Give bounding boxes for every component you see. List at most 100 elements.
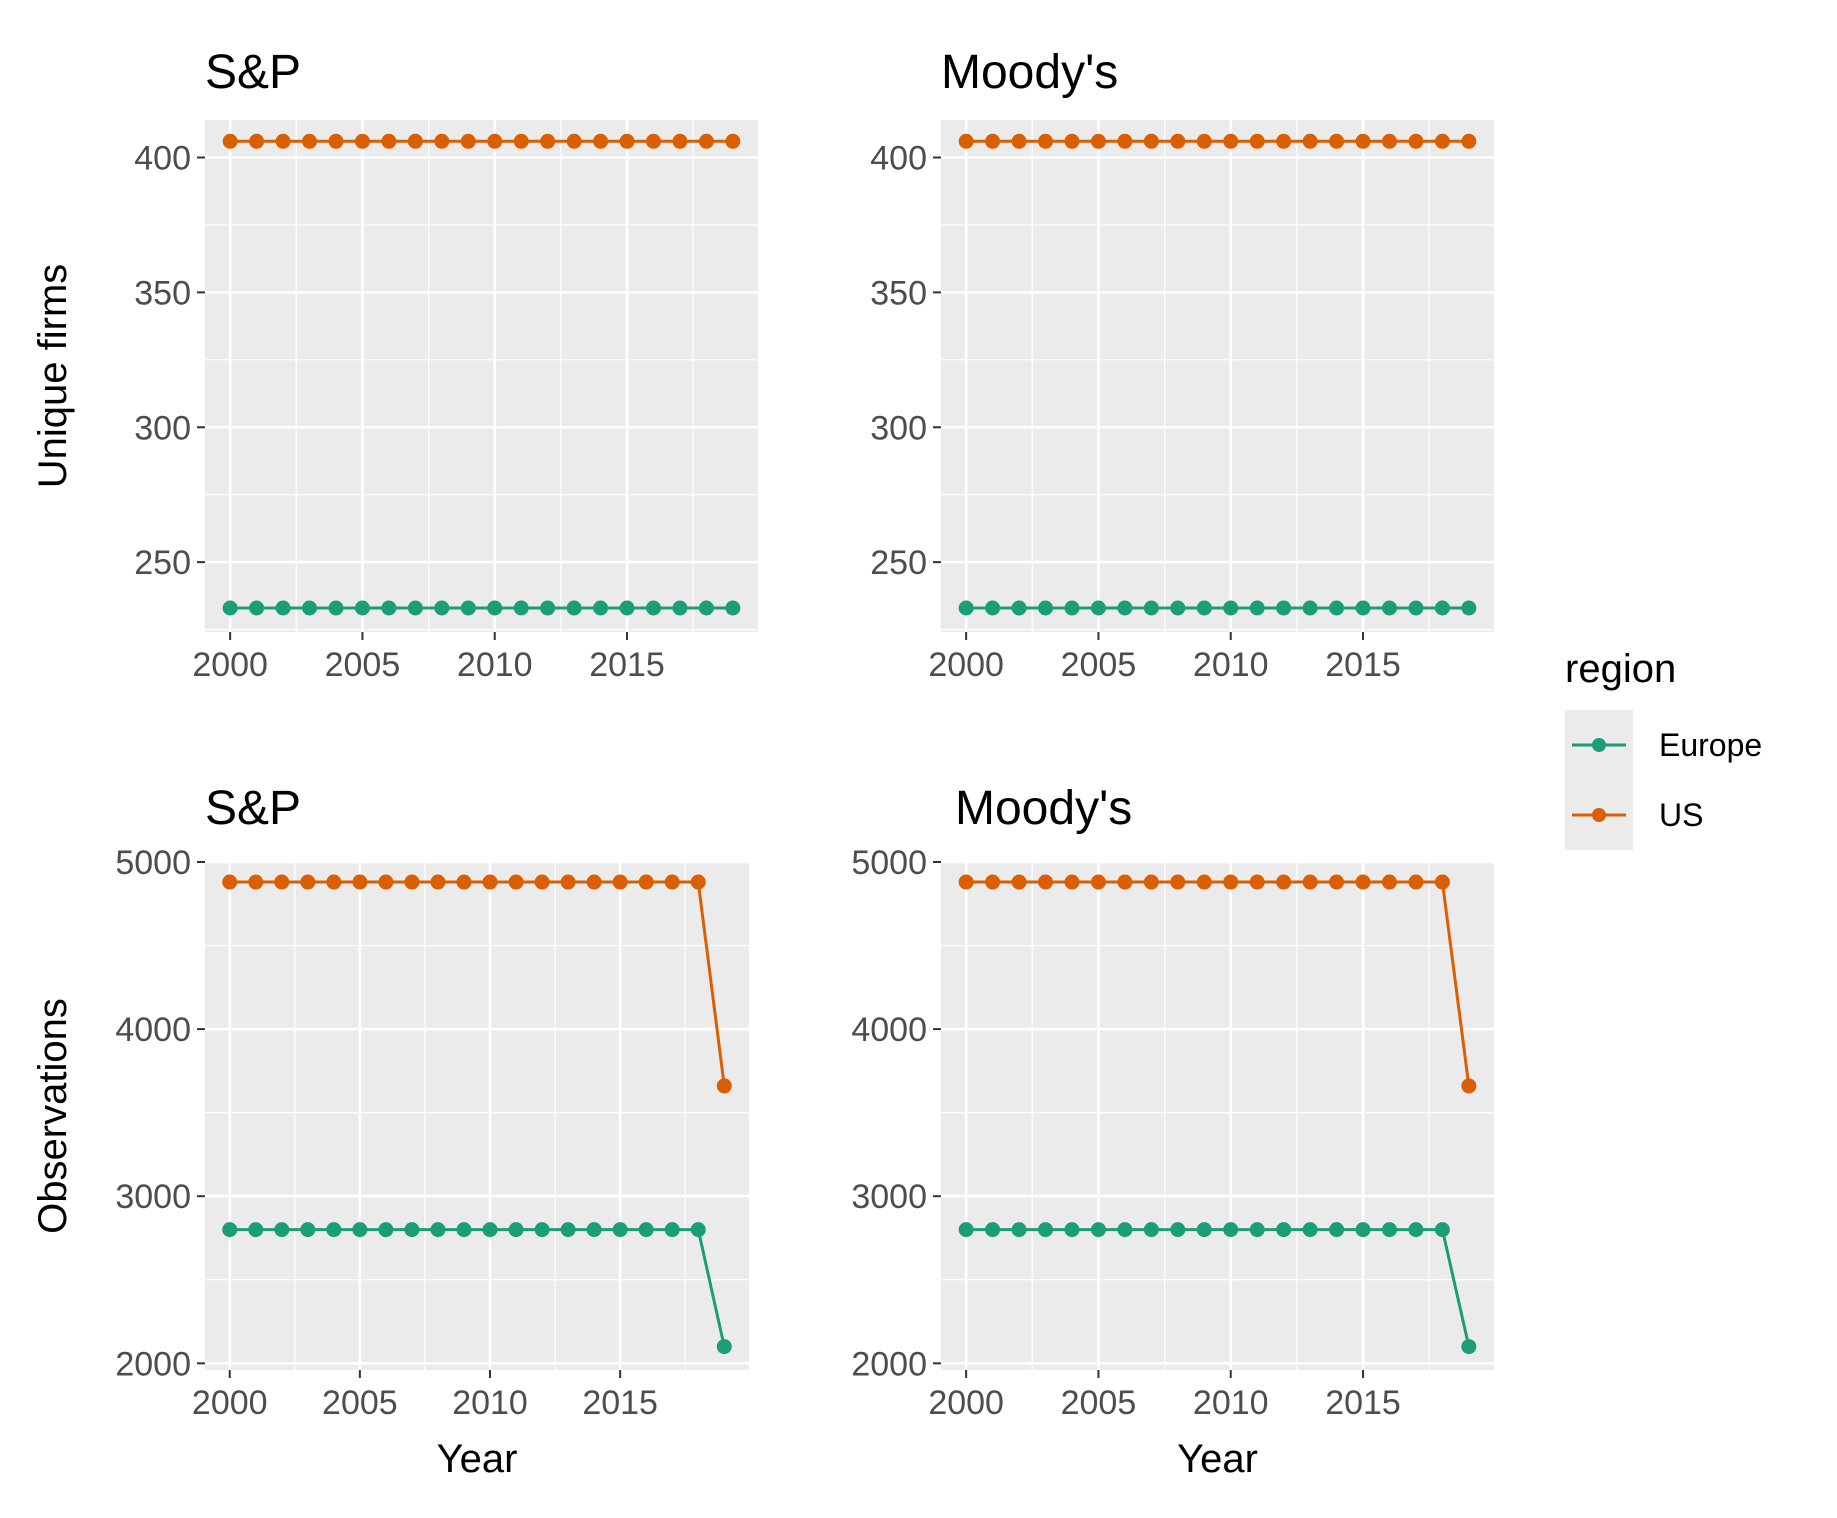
- data-point-us: [381, 133, 397, 149]
- data-point-us: [1170, 133, 1186, 149]
- data-point-us: [1038, 874, 1054, 890]
- data-point-us: [513, 133, 529, 149]
- data-point-us: [1011, 874, 1027, 890]
- data-point-europe: [1355, 600, 1371, 616]
- data-point-europe: [1064, 1222, 1080, 1238]
- data-point-us: [1461, 1078, 1477, 1094]
- x-tick-label: 2005: [322, 1384, 398, 1422]
- data-point-europe: [352, 1222, 368, 1238]
- data-point-us: [1196, 874, 1212, 890]
- y-tick-label: 300: [870, 409, 927, 447]
- x-axis-title: Year: [1177, 1437, 1258, 1481]
- data-point-europe: [1276, 1222, 1292, 1238]
- y-tick-label: 250: [870, 544, 927, 582]
- panel-1: 2000 2005 2010 2015 250 300 350 400 S&P Unique fi…: [31, 46, 758, 684]
- data-point-us: [1329, 874, 1345, 890]
- y-tick-label: 2000: [115, 1345, 191, 1383]
- data-point-us: [619, 133, 635, 149]
- x-tick-label: 2015: [1325, 646, 1401, 684]
- data-point-us: [222, 874, 238, 890]
- data-point-us: [275, 133, 291, 149]
- data-point-europe: [1090, 600, 1106, 616]
- data-point-europe: [1117, 600, 1133, 616]
- data-point-us: [1170, 874, 1186, 890]
- data-point-europe: [698, 600, 714, 616]
- legend-item-us: US: [1565, 780, 1703, 850]
- data-point-us: [1249, 874, 1265, 890]
- data-point-europe: [1011, 600, 1027, 616]
- data-point-us: [1223, 133, 1239, 149]
- data-point-europe: [249, 600, 265, 616]
- panel-background: [941, 120, 1494, 632]
- data-point-europe: [1249, 600, 1265, 616]
- data-point-us: [508, 874, 524, 890]
- data-point-us: [352, 874, 368, 890]
- data-point-europe: [1143, 600, 1159, 616]
- data-point-europe: [326, 1222, 342, 1238]
- data-point-europe: [381, 600, 397, 616]
- data-point-europe: [404, 1222, 420, 1238]
- data-point-us: [560, 874, 576, 890]
- data-point-europe: [1038, 1222, 1054, 1238]
- x-tick-label: 2010: [452, 1384, 528, 1422]
- data-point-us: [1117, 133, 1133, 149]
- data-point-us: [540, 133, 556, 149]
- legend-key-point-europe: [1592, 738, 1606, 752]
- data-point-us: [716, 1078, 732, 1094]
- data-point-us: [1276, 874, 1292, 890]
- y-tick-label: 2000: [851, 1345, 927, 1383]
- data-point-us: [672, 133, 688, 149]
- data-point-europe: [560, 1222, 576, 1238]
- data-point-europe: [540, 600, 556, 616]
- data-point-europe: [434, 600, 450, 616]
- data-point-europe: [716, 1339, 732, 1355]
- data-point-us: [1461, 133, 1477, 149]
- data-point-us: [1090, 133, 1106, 149]
- data-point-us: [1143, 133, 1159, 149]
- data-point-us: [612, 874, 628, 890]
- data-point-europe: [1117, 1222, 1133, 1238]
- data-point-europe: [612, 1222, 628, 1238]
- data-point-europe: [513, 600, 529, 616]
- x-tick-label: 2015: [589, 646, 665, 684]
- data-point-europe: [1143, 1222, 1159, 1238]
- data-point-europe: [638, 1222, 654, 1238]
- y-tick-label: 4000: [115, 1011, 191, 1049]
- data-point-europe: [1381, 1222, 1397, 1238]
- data-point-europe: [1196, 1222, 1212, 1238]
- y-axis-title: Unique firms: [31, 264, 75, 489]
- panel-background: [205, 120, 758, 632]
- data-point-us: [1011, 133, 1027, 149]
- data-point-us: [248, 874, 264, 890]
- x-tick-label: 2010: [1193, 646, 1269, 684]
- data-point-us: [328, 133, 344, 149]
- data-point-europe: [1461, 1339, 1477, 1355]
- data-point-europe: [1170, 600, 1186, 616]
- panels-group: 2000 2005 2010 2015 250 300 350 400 S&P Unique fi…: [31, 46, 1494, 1481]
- data-point-europe: [1381, 600, 1397, 616]
- data-point-us: [1408, 133, 1424, 149]
- data-point-europe: [222, 1222, 238, 1238]
- data-point-us: [1408, 874, 1424, 890]
- data-point-us: [456, 874, 472, 890]
- data-point-europe: [1170, 1222, 1186, 1238]
- panel-title: Moody's: [941, 46, 1118, 99]
- x-tick-label: 2015: [1325, 1384, 1401, 1422]
- data-point-europe: [985, 1222, 1001, 1238]
- x-tick-label: 2000: [192, 1384, 268, 1422]
- data-point-us: [1381, 874, 1397, 890]
- data-point-us: [638, 874, 654, 890]
- data-point-europe: [586, 1222, 602, 1238]
- data-point-europe: [534, 1222, 550, 1238]
- data-point-europe: [1355, 1222, 1371, 1238]
- data-point-us: [1038, 133, 1054, 149]
- data-point-us: [407, 133, 423, 149]
- data-point-us: [534, 874, 550, 890]
- panel-4: 2000 2005 2010 2015 2000 3000 4000 5000 Moody's Y…: [851, 782, 1494, 1481]
- data-point-us: [487, 133, 503, 149]
- data-point-europe: [328, 600, 344, 616]
- panel-title: Moody's: [955, 782, 1132, 835]
- data-point-europe: [222, 600, 238, 616]
- data-point-us: [326, 874, 342, 890]
